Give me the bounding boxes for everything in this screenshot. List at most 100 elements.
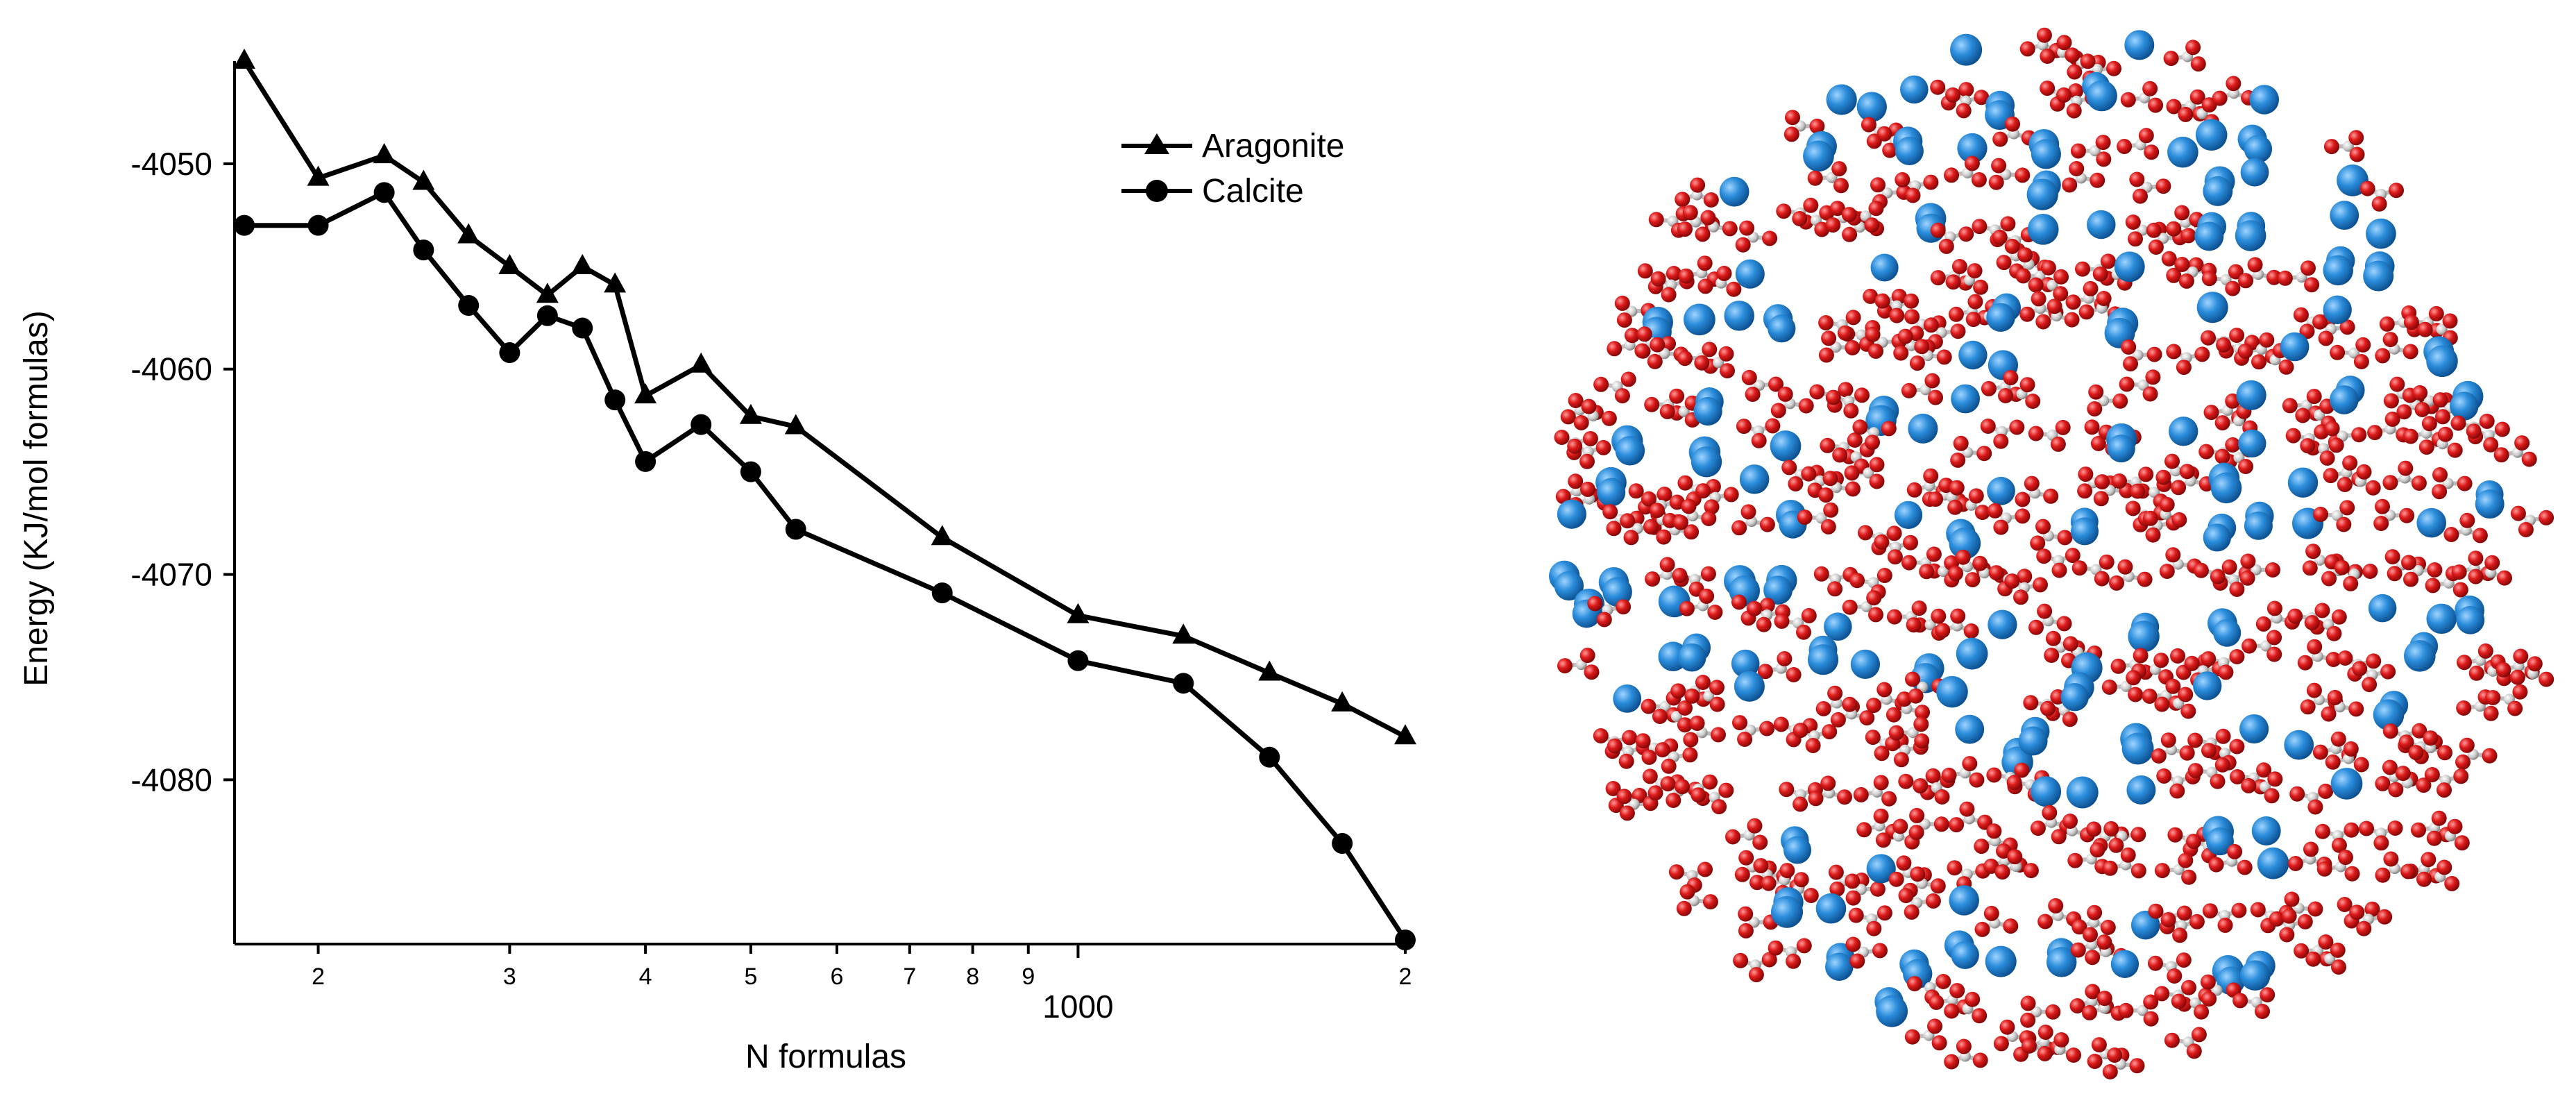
oxygen-atom — [2343, 575, 2359, 591]
calcium-atom — [1936, 675, 1968, 708]
oxygen-atom — [2447, 818, 2463, 834]
oxygen-atom — [2255, 616, 2271, 632]
legend-marker-aragonite — [1144, 133, 1169, 154]
oxygen-atom — [2045, 1004, 2061, 1020]
oxygen-atom — [1607, 341, 1622, 357]
oxygen-atom — [1690, 787, 1706, 803]
calcium-atom — [1876, 995, 1908, 1027]
oxygen-atom — [2337, 850, 2353, 866]
oxygen-atom — [1866, 590, 1882, 606]
oxygen-atom — [1923, 317, 1939, 333]
oxygen-atom — [2483, 437, 2499, 453]
oxygen-atom — [1757, 664, 1773, 680]
oxygen-atom — [1842, 599, 1858, 615]
data-point-aragonite — [1258, 660, 1281, 681]
oxygen-atom — [1768, 376, 1783, 392]
oxygen-atom — [1845, 340, 1861, 355]
oxygen-atom — [2312, 744, 2328, 760]
oxygen-atom — [1777, 651, 1793, 666]
oxygen-atom — [1973, 279, 1989, 295]
oxygen-atom — [2432, 392, 2448, 408]
oxygen-atom — [2318, 934, 2334, 950]
data-point-calcite — [572, 317, 593, 339]
oxygen-atom — [2187, 763, 2203, 779]
carbon-atom — [1703, 690, 1715, 702]
oxygen-atom — [2154, 863, 2170, 879]
oxygen-atom — [2056, 87, 2071, 103]
oxygen-atom — [2349, 904, 2365, 920]
oxygen-atom — [2348, 701, 2364, 717]
oxygen-atom — [2015, 508, 2031, 524]
oxygen-atom — [1874, 293, 1890, 309]
oxygen-atom — [1950, 452, 1966, 468]
oxygen-atom — [2165, 547, 2181, 563]
energy-chart: -4050 -4060 -4070 -4080 2 3 4 5 6 7 8 9 1000 2 N for… — [18, 49, 1416, 1075]
oxygen-atom — [1785, 110, 1800, 126]
oxygen-atom — [2285, 428, 2301, 444]
data-point-calcite — [1067, 650, 1089, 671]
oxygen-atom — [1935, 623, 1951, 639]
oxygen-atom — [1779, 782, 1795, 798]
oxygen-atom — [1641, 491, 1656, 507]
oxygen-atom — [1864, 217, 1880, 233]
oxygen-atom — [2266, 646, 2282, 662]
calcium-atom — [1856, 92, 1887, 122]
oxygen-atom — [2518, 522, 2534, 537]
oxygen-atom — [2201, 330, 2216, 346]
oxygen-atom — [1958, 226, 1974, 242]
oxygen-atom — [2100, 253, 2116, 269]
oxygen-atom — [1694, 355, 1710, 371]
oxygen-atom — [1723, 487, 1739, 503]
oxygen-atom — [1700, 210, 1716, 226]
oxygen-atom — [1837, 325, 1853, 341]
calcium-atom — [1724, 301, 1754, 331]
oxygen-atom — [1843, 403, 1859, 419]
oxygen-atom — [2414, 402, 2430, 417]
oxygen-atom — [2457, 476, 2473, 491]
oxygen-atom — [1682, 747, 1698, 763]
oxygen-atom — [2096, 291, 2112, 306]
oxygen-atom — [2003, 918, 2019, 934]
oxygen-atom — [2318, 783, 2334, 799]
oxygen-atom — [1701, 511, 1717, 526]
calcium-atom — [2031, 776, 2062, 807]
oxygen-atom — [1967, 263, 1983, 279]
oxygen-atom — [1716, 265, 1732, 281]
oxygen-atom — [1927, 1018, 1942, 1034]
oxygen-atom — [1895, 172, 1910, 187]
oxygen-atom — [2109, 575, 2124, 591]
oxygen-atom — [2396, 404, 2412, 420]
oxygen-atom — [2300, 260, 2316, 276]
oxygen-atom — [2102, 860, 2118, 876]
oxygen-atom — [2146, 222, 2162, 238]
oxygen-atom — [1684, 688, 1700, 704]
oxygen-atom — [2120, 847, 2136, 863]
oxygen-atom — [1913, 716, 1929, 732]
oxygen-atom — [2387, 821, 2403, 836]
oxygen-atom — [2030, 821, 2046, 836]
oxygen-atom — [2442, 313, 2458, 329]
oxygen-atom — [1796, 938, 1812, 954]
calcium-atom — [2110, 950, 2139, 978]
oxygen-atom — [1793, 723, 1808, 739]
oxygen-atom — [1656, 487, 1672, 502]
oxygen-atom — [1908, 825, 1924, 841]
oxygen-atom — [2266, 269, 2282, 285]
oxygen-atom — [1756, 616, 1772, 632]
oxygen-atom — [1981, 380, 1997, 396]
oxygen-atom — [1859, 710, 1875, 726]
carbon-atom — [2251, 564, 2262, 575]
oxygen-atom — [1616, 789, 1632, 805]
calcium-atom — [1900, 75, 1929, 104]
oxygen-atom — [2255, 1004, 2270, 1019]
oxygen-atom — [1944, 167, 1959, 183]
oxygen-atom — [1938, 238, 1954, 254]
oxygen-atom — [1986, 823, 2002, 839]
oxygen-atom — [2482, 748, 2498, 764]
oxygen-atom — [2305, 951, 2321, 967]
oxygen-atom — [2171, 480, 2187, 496]
calcium-atom — [1988, 609, 2017, 639]
oxygen-atom — [2459, 737, 2475, 753]
oxygen-atom — [2426, 830, 2442, 846]
oxygen-atom — [2307, 799, 2323, 815]
